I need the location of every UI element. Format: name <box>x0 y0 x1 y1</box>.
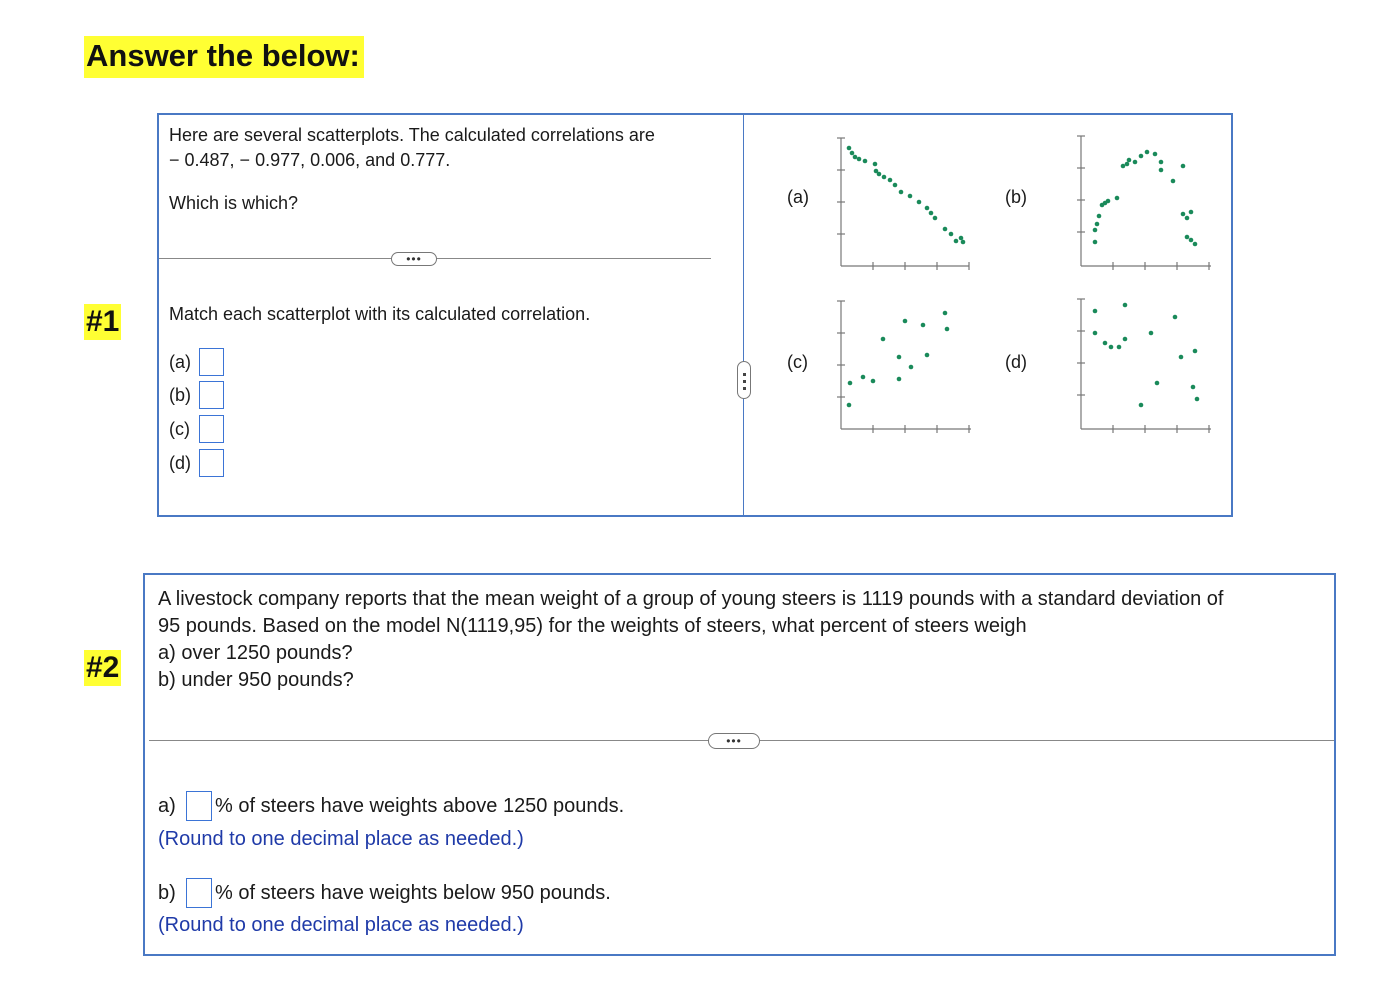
q1-question: Which is which? <box>169 193 299 213</box>
plot-label-c: (c) <box>787 352 808 372</box>
scatterplot-b <box>1077 135 1211 270</box>
q1-intro-line-1: Here are several scatterplots. The calcu… <box>169 125 655 145</box>
q2-answer-a-hint: (Round to one decimal place as needed.) <box>158 828 524 850</box>
question-1-panel: Here are several scatterplots. The calcu… <box>157 113 1233 517</box>
scatterplot-d <box>1077 298 1211 433</box>
q2-line-2: 95 pounds. Based on the model N(1119,95)… <box>158 615 1027 637</box>
q2-line-3: a) over 1250 pounds? <box>158 642 353 664</box>
q1-intro-line-2: − 0.487, − 0.977, 0.006, and 0.777. <box>169 150 451 170</box>
scatterplot-a-axes <box>837 137 970 270</box>
match-label-b: (b) <box>169 385 191 405</box>
q2-expand-button[interactable]: ••• <box>708 733 760 749</box>
scatterplot-c-axes <box>837 300 971 433</box>
q2-answer-a-suffix: % of steers have weights above 1250 poun… <box>215 795 625 817</box>
scatterplot-a-points <box>846 145 966 245</box>
page-heading: Answer the below: <box>84 36 364 78</box>
match-input-a[interactable] <box>199 348 224 376</box>
q2-answer-a-input[interactable] <box>186 791 212 821</box>
q2-line-1: A livestock company reports that the mea… <box>158 588 1224 610</box>
pane-resize-handle[interactable] <box>737 361 751 399</box>
scatterplot-b-points <box>1092 149 1198 247</box>
match-input-b[interactable] <box>199 381 224 409</box>
q1-expand-button[interactable]: ••• <box>391 252 437 266</box>
q2-answer-b-input[interactable] <box>186 878 212 908</box>
scatterplot-c <box>837 300 971 433</box>
q2-answer-b-suffix: % of steers have weights below 950 pound… <box>215 882 611 904</box>
match-label-c: (c) <box>169 419 190 439</box>
question-1-text-pane: Here are several scatterplots. The calcu… <box>159 115 744 515</box>
q1-instruction: Match each scatterplot with its calculat… <box>169 304 591 324</box>
scatterplot-b-axes <box>1077 135 1211 270</box>
question-number-2: #2 <box>84 650 122 686</box>
question-2-panel: A livestock company reports that the mea… <box>143 573 1336 956</box>
plot-label-a: (a) <box>787 187 809 207</box>
match-input-c[interactable] <box>199 415 224 443</box>
match-label-a: (a) <box>169 352 191 372</box>
q1-scatterplot-pane: (a) (b) (c) (d) <box>745 115 1232 515</box>
scatterplot-d-points <box>1092 302 1200 408</box>
q2-line-4: b) under 950 pounds? <box>158 669 354 691</box>
match-label-d: (d) <box>169 453 191 473</box>
q2-answer-a-prefix: a) <box>158 795 176 817</box>
q2-answer-b-hint: (Round to one decimal place as needed.) <box>158 914 524 936</box>
q2-answer-b-prefix: b) <box>158 882 176 904</box>
scatterplot-d-axes <box>1077 298 1211 433</box>
scatterplot-c-points <box>846 310 950 408</box>
scatterplot-a <box>837 137 970 270</box>
plot-label-b: (b) <box>1005 187 1027 207</box>
question-number-1: #1 <box>84 304 122 340</box>
match-input-d[interactable] <box>199 449 224 477</box>
plot-label-d: (d) <box>1005 352 1027 372</box>
